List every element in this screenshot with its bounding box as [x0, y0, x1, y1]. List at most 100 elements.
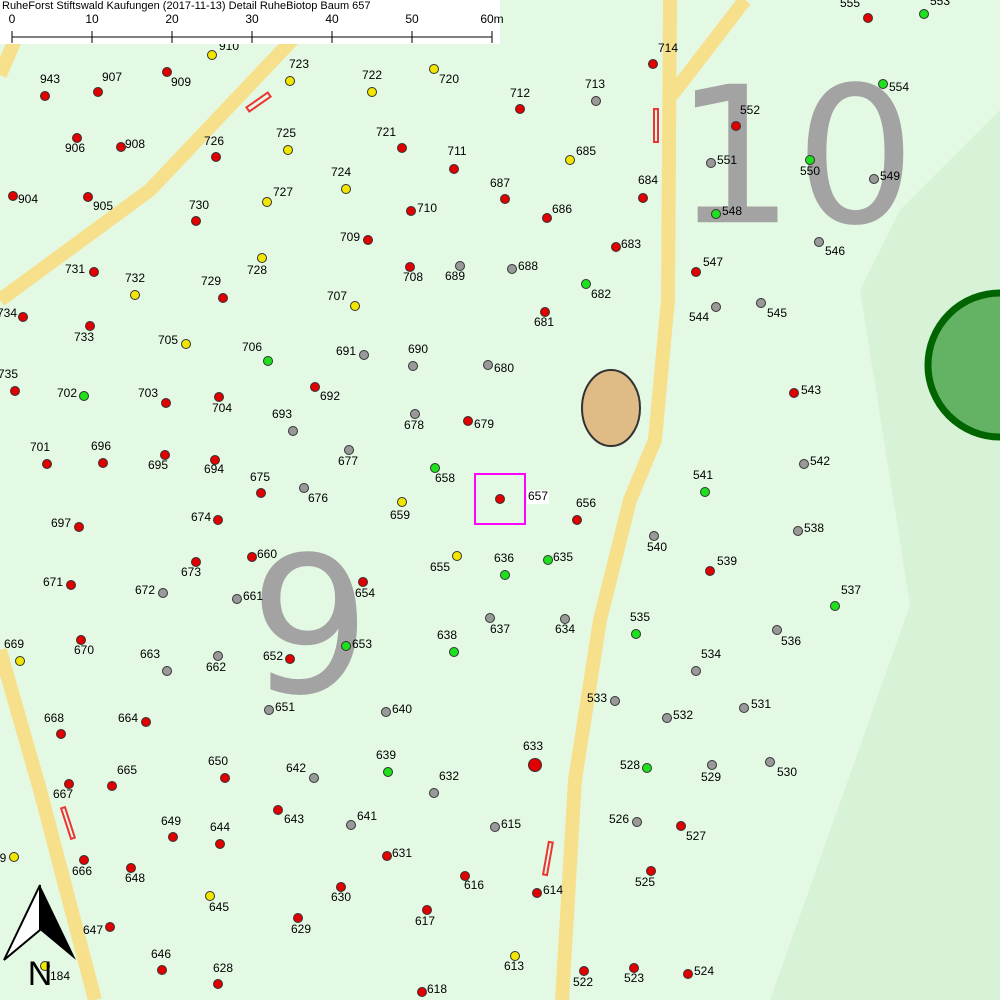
- tree: [430, 463, 440, 473]
- scale-label: 0: [9, 12, 16, 26]
- tree: [9, 852, 19, 862]
- tree-label: 701: [30, 440, 50, 454]
- tree: [495, 494, 505, 504]
- tree: [429, 64, 439, 74]
- tree-label: 657: [528, 489, 548, 503]
- tree: [18, 312, 28, 322]
- tree-label: 684: [638, 173, 658, 187]
- tree-label: 534: [701, 647, 721, 661]
- tree-label: 689: [445, 269, 465, 283]
- tree-label: 697: [51, 516, 71, 530]
- tree-label: 533: [587, 691, 607, 705]
- tree: [463, 416, 473, 426]
- tree-label: 526: [609, 812, 629, 826]
- tree: [691, 267, 701, 277]
- tree-label: 538: [804, 521, 824, 535]
- tree-label: 645: [209, 900, 229, 914]
- tree: [264, 705, 274, 715]
- tree-label: 545: [767, 306, 787, 320]
- tree-label: 658: [435, 471, 455, 485]
- tree-label: 733: [74, 330, 94, 344]
- tree: [285, 76, 295, 86]
- tree-label: 908: [125, 137, 145, 151]
- tree-label: 726: [204, 134, 224, 148]
- tree: [40, 91, 50, 101]
- tree-label: 683: [621, 237, 641, 251]
- tree: [610, 696, 620, 706]
- scale-label: 50: [405, 12, 419, 26]
- tree-label: 531: [751, 697, 771, 711]
- tree-label: 661: [243, 589, 263, 603]
- tree-label: 687: [490, 176, 510, 190]
- pond: [581, 369, 641, 447]
- tree: [691, 666, 701, 676]
- tree-label: 735: [0, 367, 18, 381]
- tree: [285, 654, 295, 664]
- tree-label: 706: [242, 340, 262, 354]
- tree: [288, 426, 298, 436]
- tree-label: 524: [694, 964, 714, 978]
- tree: [756, 298, 766, 308]
- tree-label: 676: [308, 491, 328, 505]
- tree-label: 618: [427, 982, 447, 996]
- marker: [245, 91, 273, 113]
- tree: [40, 961, 50, 971]
- tree-label: 628: [213, 961, 233, 975]
- tree-label: 642: [286, 761, 306, 775]
- tree: [676, 821, 686, 831]
- tree-label: 714: [658, 41, 678, 55]
- tree-label: 643: [284, 812, 304, 826]
- tree: [210, 455, 220, 465]
- tree: [422, 905, 432, 915]
- tree: [638, 193, 648, 203]
- road: [555, 0, 677, 1001]
- tree: [64, 779, 74, 789]
- tree: [213, 515, 223, 525]
- tree: [359, 350, 369, 360]
- tree: [160, 450, 170, 460]
- tree: [381, 707, 391, 717]
- north-arrow: N: [3, 884, 76, 993]
- tree-label: 536: [781, 634, 801, 648]
- tree-label: 696: [91, 439, 111, 453]
- tree: [449, 164, 459, 174]
- tree: [79, 391, 89, 401]
- tree-label: 613: [504, 959, 524, 973]
- tree-label: 692: [320, 389, 340, 403]
- tree-label: 678: [404, 418, 424, 432]
- tree-label: 907: [102, 70, 122, 84]
- tree: [299, 483, 309, 493]
- tree-label: 529: [701, 770, 721, 784]
- tree: [263, 356, 273, 366]
- tree: [157, 965, 167, 975]
- tree: [500, 570, 510, 580]
- tree-label: 635: [553, 550, 573, 564]
- tree-label: 554: [889, 80, 909, 94]
- tree-label: 688: [518, 259, 538, 273]
- roads: [0, 0, 751, 1002]
- tree-label: 632: [439, 769, 459, 783]
- tree-label: 709: [340, 230, 360, 244]
- tree-label: 553: [930, 0, 950, 8]
- tree-label: 695: [148, 458, 168, 472]
- highlight-box: [474, 473, 526, 525]
- scale-label: 10: [85, 12, 99, 26]
- tree-label: 708: [403, 270, 423, 284]
- tree: [579, 966, 589, 976]
- tree: [510, 951, 520, 961]
- tree-label: 667: [53, 787, 73, 801]
- tree: [273, 805, 283, 815]
- north-arrow-right: [40, 885, 76, 960]
- tree: [66, 580, 76, 590]
- tree: [919, 9, 929, 19]
- tree-label: 532: [673, 708, 693, 722]
- tree-label: 909: [171, 75, 191, 89]
- compartment-label: 10: [674, 46, 916, 267]
- tree-label: 640: [392, 702, 412, 716]
- tree-label: 663: [140, 647, 160, 661]
- tree-label: 539: [717, 554, 737, 568]
- tree-label: 544: [689, 310, 709, 324]
- tree: [89, 267, 99, 277]
- tree: [543, 555, 553, 565]
- tree: [162, 67, 172, 77]
